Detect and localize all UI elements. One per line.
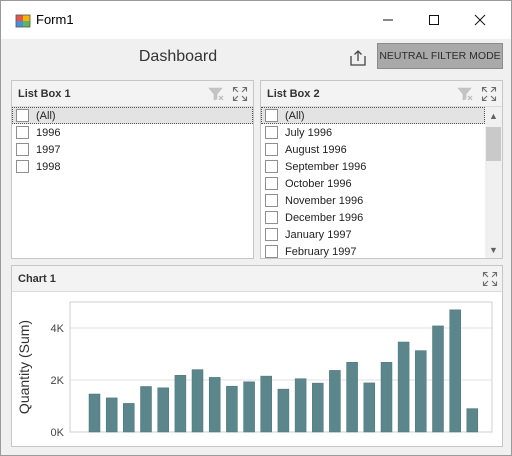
list-item[interactable]: 1996	[12, 124, 253, 141]
scroll-down-icon[interactable]: ▼	[489, 244, 498, 255]
list-item[interactable]: December 1996	[261, 209, 485, 226]
export-icon[interactable]	[348, 49, 368, 67]
y-tick-label: 4K	[51, 323, 65, 335]
chart-bar[interactable]	[243, 381, 255, 433]
list-item[interactable]: (All)	[12, 107, 253, 124]
maximize-panel-icon[interactable]	[232, 86, 248, 102]
list-item[interactable]: 1997	[12, 141, 253, 158]
clear-filter-icon[interactable]	[457, 86, 473, 102]
minimize-button[interactable]	[365, 5, 411, 35]
list-item[interactable]: September 1996	[261, 158, 485, 175]
checkbox[interactable]	[265, 211, 278, 224]
list-box-1-panel: List Box 1 (All) 1996 1997 1998	[11, 80, 254, 259]
y-axis-label: Quantity (Sum)	[16, 320, 32, 414]
chart-bar[interactable]	[105, 397, 118, 433]
close-icon	[474, 14, 486, 26]
chart-bar[interactable]	[363, 382, 376, 433]
list-item[interactable]: February 1997	[261, 243, 485, 258]
checkbox[interactable]	[265, 194, 278, 207]
list-item[interactable]: July 1996	[261, 124, 485, 141]
chart-bar[interactable]	[157, 387, 169, 433]
checkbox[interactable]	[265, 177, 278, 190]
list-box-1-items: (All) 1996 1997 1998	[12, 107, 253, 175]
chart-bar[interactable]	[397, 341, 410, 433]
maximize-panel-icon[interactable]	[481, 86, 497, 102]
panel-caption: List Box 2	[261, 81, 502, 107]
chart-bar[interactable]	[191, 369, 204, 433]
panel-title: Chart 1	[18, 273, 56, 285]
chart-bar[interactable]	[449, 309, 461, 433]
dashboard-header: Dashboard NEUTRAL FILTER MODE	[1, 39, 511, 75]
checkbox[interactable]	[265, 160, 278, 173]
checkbox[interactable]	[265, 109, 278, 122]
chart-bar[interactable]	[140, 386, 152, 433]
list-item[interactable]: 1998	[12, 158, 253, 175]
chart-1-plot: 0K 2K 4K Quantity (Sum)	[16, 301, 493, 439]
list-item[interactable]: November 1996	[261, 192, 485, 209]
chart-bar[interactable]	[380, 362, 393, 433]
chart-bar[interactable]	[88, 393, 101, 433]
panel-title: List Box 1	[18, 88, 71, 100]
y-tick-label: 0K	[51, 427, 65, 439]
app-icon	[15, 14, 31, 28]
chart-bar[interactable]	[208, 377, 221, 433]
panel-caption: Chart 1	[12, 266, 502, 292]
checkbox[interactable]	[16, 126, 29, 139]
panel-caption: List Box 1	[12, 81, 253, 107]
checkbox[interactable]	[265, 126, 278, 139]
dashboard-title: Dashboard	[138, 48, 218, 65]
scroll-up-icon[interactable]: ▲	[489, 110, 498, 121]
list-box-2-items: (All) July 1996 August 1996 September 19…	[261, 107, 485, 258]
clear-filter-icon[interactable]	[208, 86, 224, 102]
list-item[interactable]: August 1996	[261, 141, 485, 158]
chart-bar[interactable]	[123, 403, 135, 433]
chart-bar[interactable]	[466, 408, 479, 433]
panel-title: List Box 2	[267, 88, 320, 100]
chart-bar[interactable]	[174, 375, 187, 433]
window-title: Form1	[36, 12, 74, 27]
list-item[interactable]: October 1996	[261, 175, 485, 192]
chart-1-panel: Chart 1 0K 2K 4K Quantity (Sum)	[11, 265, 503, 447]
chart-bar[interactable]	[226, 385, 238, 433]
maximize-panel-icon[interactable]	[482, 271, 498, 287]
list-item[interactable]: (All)	[261, 107, 485, 124]
chart-bar[interactable]	[346, 362, 358, 433]
chart-bar[interactable]	[294, 378, 307, 433]
neutral-filter-mode-button[interactable]: NEUTRAL FILTER MODE	[377, 43, 503, 69]
y-tick-label: 2K	[51, 375, 65, 387]
chart-bar[interactable]	[432, 325, 444, 433]
close-button[interactable]	[457, 5, 503, 35]
maximize-button[interactable]	[411, 5, 457, 35]
chart-bar[interactable]	[260, 375, 272, 433]
title-bar[interactable]: Form1	[1, 1, 511, 39]
checkbox[interactable]	[16, 109, 29, 122]
list-item[interactable]: January 1997	[261, 226, 485, 243]
checkbox[interactable]	[265, 143, 278, 156]
checkbox[interactable]	[16, 160, 29, 173]
scroll-thumb[interactable]	[486, 127, 501, 161]
maximize-icon	[429, 15, 439, 25]
checkbox[interactable]	[265, 245, 278, 258]
list-box-2-panel: List Box 2 (All) July 1996 August 1996 S…	[260, 80, 503, 259]
chart-bar[interactable]	[329, 370, 341, 433]
list-box-2-scrollbar[interactable]: ▲ ▼	[485, 107, 502, 258]
chart-bar[interactable]	[277, 388, 290, 433]
minimize-icon	[383, 19, 393, 21]
chart-bar[interactable]	[415, 350, 427, 433]
checkbox[interactable]	[265, 228, 278, 241]
checkbox[interactable]	[16, 143, 29, 156]
chart-bar[interactable]	[312, 382, 324, 433]
